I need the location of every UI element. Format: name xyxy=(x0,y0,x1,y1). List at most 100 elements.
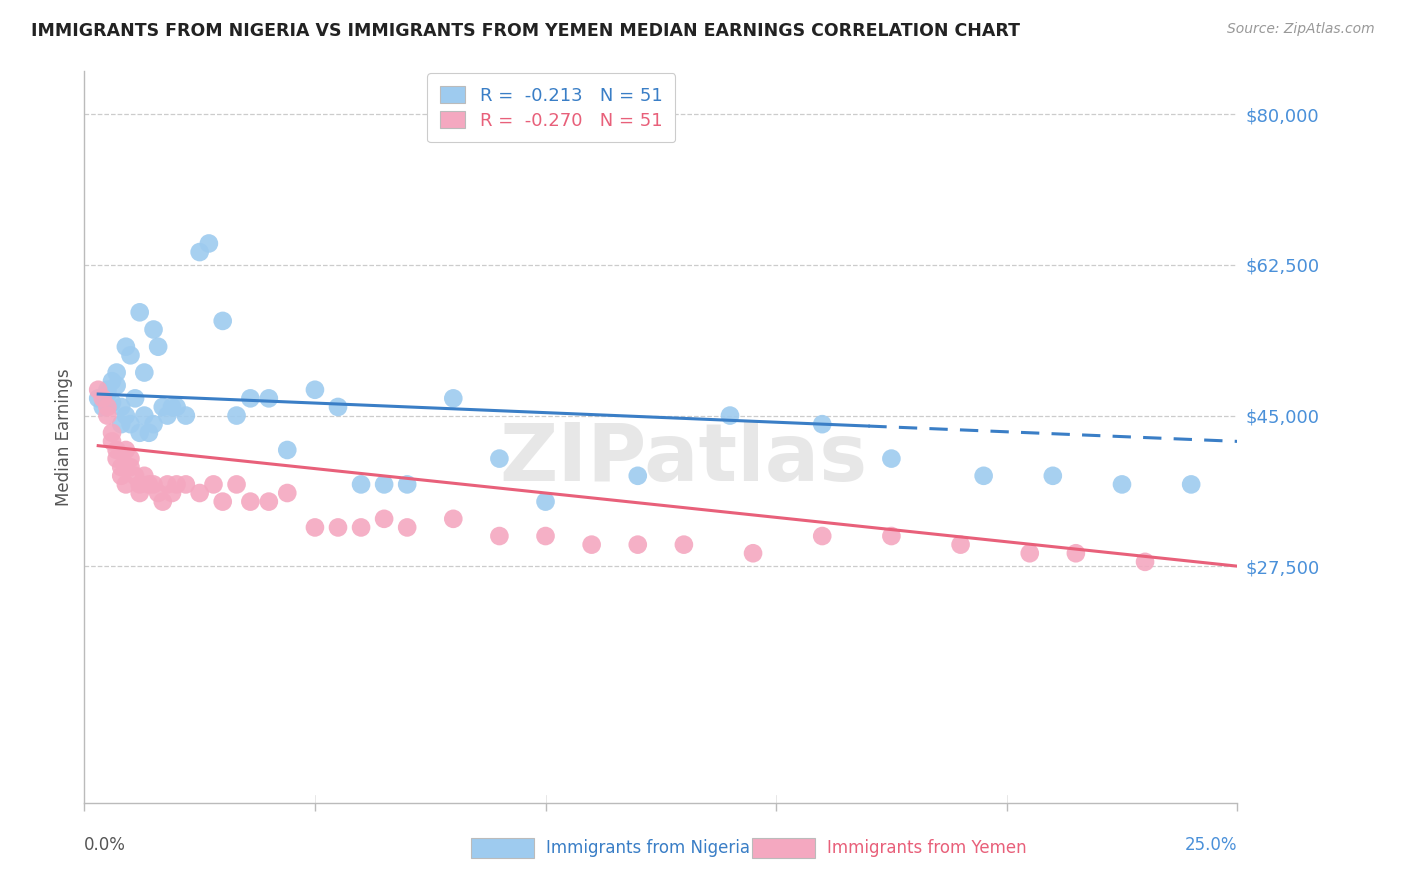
Point xyxy=(373,477,395,491)
Point xyxy=(128,305,150,319)
Point xyxy=(142,322,165,336)
Point xyxy=(120,451,142,466)
Point xyxy=(239,392,262,406)
Point xyxy=(672,538,695,552)
Point xyxy=(101,374,124,388)
Point xyxy=(534,494,557,508)
Point xyxy=(166,400,188,414)
Point xyxy=(120,417,142,432)
Point xyxy=(1018,546,1040,560)
Point xyxy=(811,529,834,543)
Point xyxy=(304,520,326,534)
Point xyxy=(120,460,142,475)
Point xyxy=(128,486,150,500)
Point xyxy=(134,409,156,423)
Point xyxy=(156,409,179,423)
Point xyxy=(115,409,138,423)
Point xyxy=(101,395,124,409)
Point xyxy=(101,425,124,440)
Point xyxy=(110,400,132,414)
Point xyxy=(146,486,169,500)
Point xyxy=(110,460,132,475)
Point xyxy=(350,477,373,491)
Point xyxy=(627,468,650,483)
Point xyxy=(146,340,169,354)
Point xyxy=(211,314,233,328)
Point xyxy=(160,400,183,414)
Point xyxy=(488,451,510,466)
Point xyxy=(198,236,221,251)
Point xyxy=(811,417,834,432)
Point xyxy=(174,409,197,423)
Point xyxy=(115,340,138,354)
Point xyxy=(1064,546,1087,560)
Point xyxy=(718,409,741,423)
Point xyxy=(488,529,510,543)
Y-axis label: Median Earnings: Median Earnings xyxy=(55,368,73,506)
Point xyxy=(91,400,114,414)
Point xyxy=(87,383,110,397)
Text: Source: ZipAtlas.com: Source: ZipAtlas.com xyxy=(1227,22,1375,37)
Point xyxy=(276,486,298,500)
Point xyxy=(115,442,138,457)
Point xyxy=(742,546,765,560)
Text: Immigrants from Yemen: Immigrants from Yemen xyxy=(827,839,1026,857)
Point xyxy=(124,392,146,406)
Point xyxy=(211,494,233,508)
Point xyxy=(96,387,118,401)
Point xyxy=(350,520,373,534)
Point xyxy=(1133,555,1156,569)
Point xyxy=(880,451,903,466)
Point xyxy=(134,366,156,380)
Point xyxy=(188,486,211,500)
Point xyxy=(105,451,128,466)
Point xyxy=(239,494,262,508)
Point xyxy=(128,425,150,440)
Text: 0.0%: 0.0% xyxy=(84,836,127,854)
Point xyxy=(1111,477,1133,491)
Text: Immigrants from Nigeria: Immigrants from Nigeria xyxy=(546,839,749,857)
Point xyxy=(138,477,160,491)
Point xyxy=(134,468,156,483)
Point xyxy=(202,477,225,491)
Point xyxy=(188,245,211,260)
Point xyxy=(534,529,557,543)
Point xyxy=(441,392,464,406)
Point xyxy=(949,538,972,552)
Point xyxy=(396,477,419,491)
Point xyxy=(326,520,349,534)
Point xyxy=(166,477,188,491)
Point xyxy=(87,392,110,406)
Point xyxy=(124,468,146,483)
Point xyxy=(128,477,150,491)
Point xyxy=(105,378,128,392)
Point xyxy=(96,400,118,414)
Point xyxy=(96,409,118,423)
Point xyxy=(174,477,197,491)
Point xyxy=(973,468,995,483)
Point xyxy=(1180,477,1202,491)
Point xyxy=(101,434,124,449)
Point xyxy=(225,409,247,423)
Point xyxy=(627,538,650,552)
Point xyxy=(257,494,280,508)
Point xyxy=(441,512,464,526)
Point xyxy=(160,486,183,500)
Point xyxy=(326,400,349,414)
Point xyxy=(257,392,280,406)
Point xyxy=(225,477,247,491)
Point xyxy=(115,477,138,491)
Point xyxy=(110,468,132,483)
Point xyxy=(276,442,298,457)
Point xyxy=(91,392,114,406)
Point xyxy=(105,366,128,380)
Point xyxy=(304,383,326,397)
Point xyxy=(152,400,174,414)
Point xyxy=(142,477,165,491)
Point xyxy=(142,417,165,432)
Point xyxy=(581,538,603,552)
Text: ZIPatlas: ZIPatlas xyxy=(499,420,868,498)
Point xyxy=(96,383,118,397)
Point xyxy=(880,529,903,543)
Point xyxy=(152,494,174,508)
